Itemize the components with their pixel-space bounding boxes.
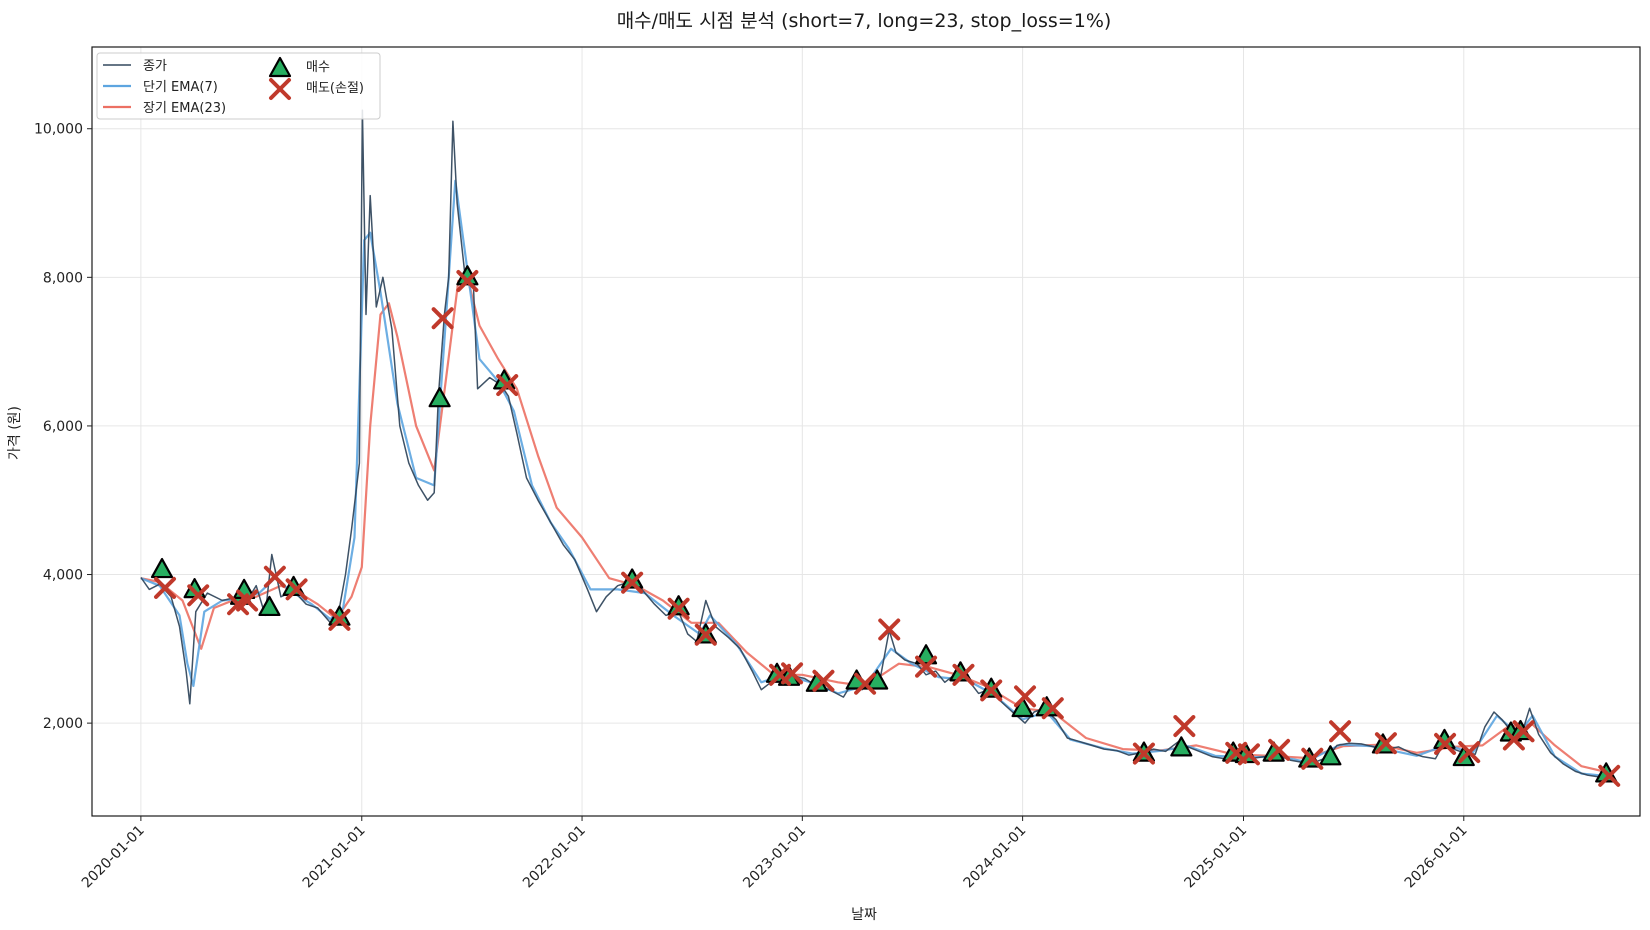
buy-marker — [1170, 736, 1193, 757]
legend-item-long-ema: 장기 EMA(23) — [103, 101, 226, 116]
legend-label: 장기 EMA(23) — [143, 101, 226, 116]
sell-marker — [263, 565, 286, 588]
sell-marker — [328, 608, 351, 631]
y-tick-label: 8,000 — [43, 270, 83, 286]
buy-marker — [268, 56, 292, 78]
sell-marker — [236, 589, 259, 612]
legend-box — [96, 52, 381, 120]
sell-marker — [154, 576, 177, 599]
sell-marker — [1237, 743, 1260, 766]
sell-marker — [1374, 732, 1397, 755]
y-tick-label: 10,000 — [34, 122, 83, 138]
y-tick-label: 6,000 — [43, 419, 83, 435]
sell-marker — [1301, 747, 1324, 770]
sell-marker — [1598, 764, 1621, 787]
sell-marker — [667, 597, 690, 620]
legend-label: 매도(손절) — [306, 81, 364, 96]
y-tick-label: 4,000 — [43, 568, 83, 584]
buy-marker — [1011, 696, 1034, 718]
buy-marker — [258, 595, 281, 617]
sell-marker — [1014, 685, 1037, 708]
buy-marker — [866, 669, 889, 690]
sell-marker — [781, 662, 804, 685]
plot-frame — [91, 46, 1641, 817]
y-axis-ticks: 2,000 4,000 6,000 8,000 10,000 — [34, 122, 92, 732]
x-axis-label: 날짜 — [851, 907, 877, 923]
sell-marker — [1458, 741, 1481, 764]
chart-title: 매수/매도 시점 분석 (short=7, long=23, stop_loss… — [617, 10, 1112, 32]
marker-layer — [150, 265, 1621, 787]
sell-marker — [456, 270, 479, 293]
sell-marker — [1512, 720, 1535, 743]
sell-marker — [1329, 720, 1352, 743]
legend-item-close: 종가 — [103, 59, 167, 74]
sell-marker — [621, 571, 644, 594]
sell-marker — [694, 623, 717, 646]
sell-marker — [285, 578, 308, 601]
y-tick-label: 2,000 — [43, 716, 83, 732]
buy-marker — [428, 387, 451, 408]
sell-marker — [812, 669, 835, 692]
sell-marker — [854, 672, 877, 695]
buy-marker — [1319, 745, 1342, 766]
sell-marker — [431, 307, 454, 330]
sell-marker — [1132, 742, 1155, 765]
sell-marker — [980, 679, 1003, 702]
buy-marker — [150, 557, 174, 579]
sell-marker — [187, 584, 210, 607]
grid-lines — [92, 47, 1640, 816]
legend-label: 종가 — [143, 59, 167, 74]
legend-item-sell: 매도(손절) — [269, 78, 364, 100]
buy-marker — [914, 644, 938, 665]
legend-item-buy: 매수 — [268, 56, 330, 78]
sell-marker — [952, 663, 975, 686]
sell-marker — [1434, 732, 1457, 755]
sell-marker — [1173, 715, 1196, 738]
sell-marker — [269, 78, 291, 100]
sell-marker — [496, 374, 519, 397]
sell-marker — [1041, 697, 1064, 720]
sell-marker — [915, 655, 938, 678]
legend-label: 단기 EMA(7) — [143, 80, 218, 95]
y-axis-label: 가격 (원) — [7, 406, 23, 460]
sell-marker — [1268, 738, 1291, 761]
sell-marker — [878, 618, 901, 641]
legend-item-short-ema: 단기 EMA(7) — [103, 80, 218, 95]
legend-label: 매수 — [306, 60, 330, 75]
